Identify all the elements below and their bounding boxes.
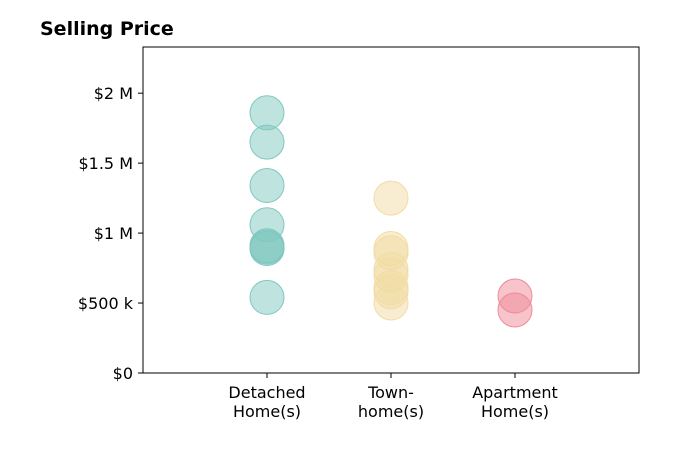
y-tick-label: $500 k [78, 294, 134, 313]
data-point [497, 292, 533, 328]
x-tick-label: Detached Home(s) [228, 383, 305, 421]
chart-title: Selling Price [40, 18, 174, 40]
x-axis: Detached Home(s) Town-home(s) Apartment Home… [228, 373, 558, 421]
y-tick-label: $1.5 M [78, 154, 133, 173]
data-point [373, 285, 409, 321]
y-tick-label: $0 [113, 364, 133, 383]
x-tick-label: Apartment Home(s) [472, 383, 558, 421]
y-tick-label: $2 M [94, 84, 133, 103]
data-point [249, 231, 285, 266]
data-points [249, 95, 533, 328]
data-point [249, 168, 285, 203]
data-point [373, 180, 409, 216]
y-tick-label: $1 M [94, 224, 133, 243]
y-axis: $0 $500 k $1 M $1.5 M $2 M [78, 84, 143, 383]
x-tick-label: Town-home(s) [358, 383, 424, 421]
data-point [249, 124, 285, 160]
data-point [249, 279, 285, 315]
